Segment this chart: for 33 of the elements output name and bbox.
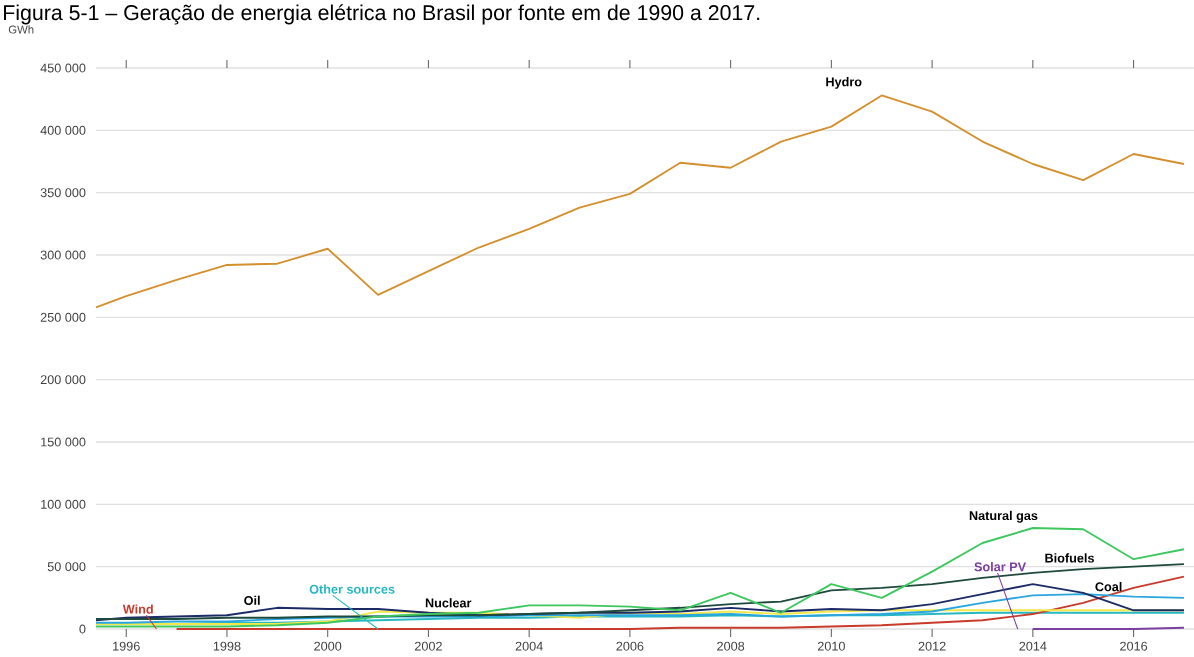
y-tick-label: 250 000: [40, 312, 86, 322]
series-label: Biofuels: [1045, 553, 1094, 563]
x-tick-label: 2006: [616, 641, 644, 651]
x-tick-label: 2004: [515, 641, 543, 651]
y-axis-title: GWh: [8, 25, 34, 34]
y-tick-label: 300 000: [40, 250, 86, 260]
series-label: Oil: [244, 595, 260, 605]
y-tick-label: 350 000: [40, 188, 86, 198]
x-tick-label: 2014: [1019, 641, 1047, 651]
x-tick-label: 2010: [817, 641, 845, 651]
text: Wind: [122, 604, 153, 614]
x-tick-label: 1996: [113, 641, 140, 651]
text: Solar PV: [974, 562, 1026, 572]
series-label: Coal: [1095, 581, 1122, 592]
series-label: Natural gas: [969, 510, 1038, 523]
x-tick-label: 2008: [717, 641, 745, 651]
x-tick-label: 2002: [414, 641, 442, 651]
series-label: Hydro: [826, 77, 862, 89]
y-tick-label: 150 000: [41, 437, 86, 447]
line-series: [95, 94, 1185, 309]
y-tick-label: 0: [79, 624, 86, 634]
x-tick-label: 2000: [314, 641, 342, 651]
y-tick-label: 100 000: [41, 499, 86, 509]
y-tick-label: 50 000: [47, 562, 86, 572]
chart-title: Figura 5-1 – Geração de energia elétrica no Brasil por fonte em de 1990 a 2017.: [4, 4, 760, 25]
x-tick-label: 2016: [1120, 641, 1148, 651]
x-tick-label: 2012: [918, 641, 946, 651]
y-tick-label: 400 000: [40, 125, 86, 135]
text: Other sources: [309, 584, 395, 594]
y-tick-label: 200 000: [40, 375, 86, 385]
series-label: Nuclear: [425, 598, 472, 608]
y-tick-label: 450 000: [40, 63, 86, 73]
x-tick-label: 1998: [213, 641, 241, 651]
